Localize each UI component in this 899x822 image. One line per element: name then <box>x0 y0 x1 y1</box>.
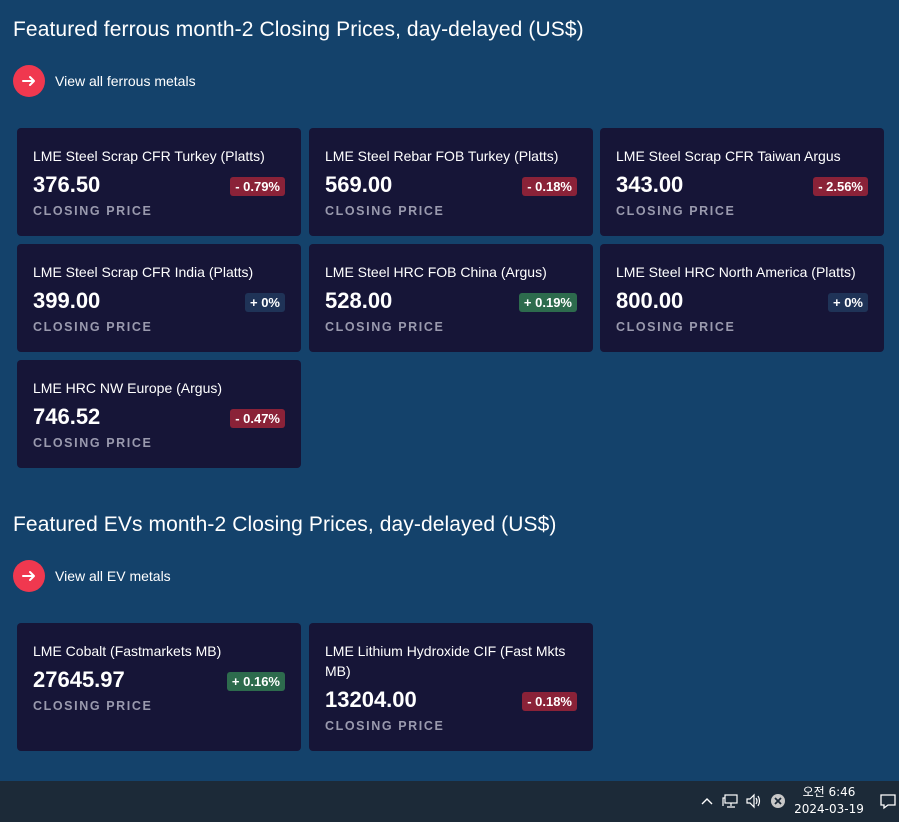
view-all-ev-link[interactable]: View all EV metals <box>13 560 171 592</box>
card-price: 27645.97 <box>33 667 125 692</box>
card-name: LME Steel HRC North America (Platts) <box>616 264 856 280</box>
closing-price-label: CLOSING PRICE <box>616 320 736 334</box>
card-price: 13204.00 <box>325 687 417 712</box>
card-name: LME Steel Scrap CFR India (Platts) <box>33 264 254 280</box>
change-badge: + 0% <box>828 293 868 312</box>
card-price: 343.00 <box>616 172 684 197</box>
network-icon[interactable] <box>721 791 741 811</box>
card-name: LME Steel HRC FOB China (Argus) <box>325 264 547 280</box>
view-all-ferrous-label: View all ferrous metals <box>55 73 196 89</box>
change-badge: - 0.18% <box>522 692 577 711</box>
taskbar: 오전 6:46 2024-03-19 <box>0 781 899 822</box>
closing-price-label: CLOSING PRICE <box>33 436 153 450</box>
change-badge: + 0% <box>245 293 285 312</box>
price-card[interactable]: LME Steel HRC North America (Platts) 800.… <box>600 244 884 352</box>
taskbar-clock[interactable]: 오전 6:46 2024-03-19 <box>786 784 872 818</box>
ferrous-section-title: Featured ferrous month-2 Closing Prices,… <box>13 18 584 41</box>
card-price: 376.50 <box>33 172 101 197</box>
price-card[interactable]: LME Cobalt (Fastmarkets MB) 27645.97 + 0.1… <box>17 623 301 751</box>
card-name: LME Steel Scrap CFR Turkey (Platts) <box>33 148 265 164</box>
closing-price-label: CLOSING PRICE <box>33 699 153 713</box>
change-badge: - 0.47% <box>230 409 285 428</box>
card-price: 800.00 <box>616 288 684 313</box>
view-all-ferrous-link[interactable]: View all ferrous metals <box>13 65 196 97</box>
closing-price-label: CLOSING PRICE <box>33 320 153 334</box>
card-name: LME Steel Scrap CFR Taiwan Argus <box>616 148 841 164</box>
arrow-right-icon <box>13 65 45 97</box>
ev-section-title: Featured EVs month-2 Closing Prices, day… <box>13 513 557 536</box>
price-card[interactable]: LME Steel HRC FOB China (Argus) 528.00 + 0… <box>309 244 593 352</box>
price-card[interactable]: LME Steel Rebar FOB Turkey (Platts) 569.0… <box>309 128 593 236</box>
price-card[interactable]: LME Steel Scrap CFR Taiwan Argus 343.00 - … <box>600 128 884 236</box>
closing-price-label: CLOSING PRICE <box>33 204 153 218</box>
card-name: LME Lithium Hydroxide CIF (Fast Mkts MB) <box>325 643 566 679</box>
closing-price-label: CLOSING PRICE <box>616 204 736 218</box>
price-card[interactable]: LME Steel Scrap CFR Turkey (Platts) 376.5… <box>17 128 301 236</box>
view-all-ev-label: View all EV metals <box>55 568 171 584</box>
clock-date: 2024-03-19 <box>794 802 864 816</box>
card-price: 569.00 <box>325 172 393 197</box>
close-circle-icon[interactable] <box>768 791 788 811</box>
price-card[interactable]: LME Lithium Hydroxide CIF (Fast Mkts MB)… <box>309 623 593 751</box>
change-badge: + 0.16% <box>226 672 285 691</box>
card-name: LME Cobalt (Fastmarkets MB) <box>33 643 222 659</box>
notification-icon[interactable] <box>878 791 898 811</box>
closing-price-label: CLOSING PRICE <box>325 719 445 733</box>
change-badge: - 2.56% <box>813 177 868 196</box>
chevron-up-icon[interactable] <box>697 791 717 811</box>
closing-price-label: CLOSING PRICE <box>325 320 445 334</box>
card-price: 528.00 <box>325 288 393 313</box>
card-price: 399.00 <box>33 288 101 313</box>
clock-time: 오전 6:46 <box>802 785 856 799</box>
price-card[interactable]: LME HRC NW Europe (Argus) 746.52 - 0.47% CL… <box>17 360 301 468</box>
change-badge: + 0.19% <box>518 293 577 312</box>
card-name: LME Steel Rebar FOB Turkey (Platts) <box>325 148 559 164</box>
change-badge: - 0.79% <box>230 177 285 196</box>
arrow-right-icon <box>13 560 45 592</box>
price-card[interactable]: LME Steel Scrap CFR India (Platts) 399.00… <box>17 244 301 352</box>
card-name: LME HRC NW Europe (Argus) <box>33 380 223 396</box>
change-badge: - 0.18% <box>522 177 577 196</box>
closing-price-label: CLOSING PRICE <box>325 204 445 218</box>
card-price: 746.52 <box>33 404 101 429</box>
volume-icon[interactable] <box>744 791 764 811</box>
